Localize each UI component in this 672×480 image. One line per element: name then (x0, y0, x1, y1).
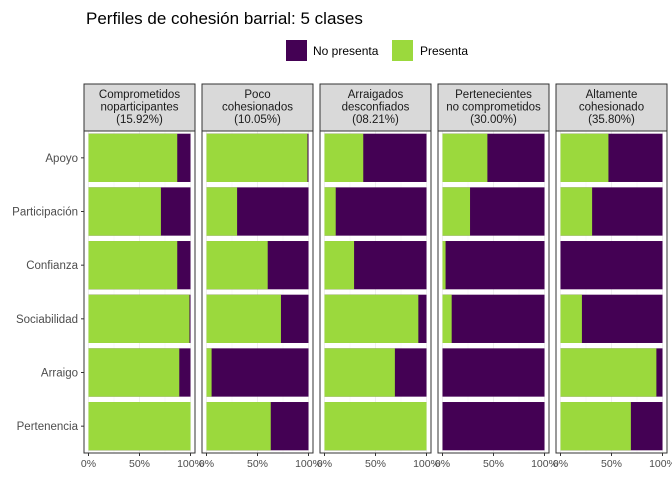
bar-presenta-confianza (206, 241, 268, 290)
legend-label-no-presenta: No presenta (313, 44, 379, 58)
y-tick-label-arraigo: Arraigo (41, 368, 78, 380)
bar-presenta-sociabilidad (560, 294, 582, 343)
bar-presenta-sociabilidad (442, 294, 452, 343)
bar-presenta-participacion (442, 187, 471, 236)
facet-strip-label: Pertenecientes (455, 89, 532, 101)
bar-no-presenta-sociabilidad (442, 294, 545, 343)
bar-presenta-confianza (442, 241, 446, 290)
bar-presenta-apoyo (88, 133, 178, 182)
facet-strip-label: (30.00%) (470, 114, 517, 126)
bar-presenta-participacion (560, 187, 593, 236)
y-tick-label-participacion: Participación (12, 207, 78, 219)
x-tick-label: 50% (365, 458, 386, 470)
facet-strip-label: Altamente (586, 89, 638, 101)
bar-presenta-apoyo (442, 133, 488, 182)
x-tick-label: 0% (435, 458, 450, 470)
y-tick-label-confianza: Confianza (26, 260, 78, 272)
bar-presenta-pertenencia (206, 402, 271, 451)
x-tick-label: 50% (483, 458, 504, 470)
x-tick-label: 100% (177, 458, 204, 470)
facet-strip-label: (15.92%) (116, 114, 163, 126)
x-tick-label: 0% (81, 458, 96, 470)
bar-no-presenta-arraigo (442, 348, 545, 397)
bar-no-presenta-participacion (324, 187, 427, 236)
facet-strip-label: no comprometidos (446, 102, 541, 114)
bar-presenta-apoyo (560, 133, 609, 182)
y-axis: Apoyo Participación Confianza Sociabilidad A… (12, 153, 84, 433)
facet-strip-label: Poco (244, 89, 270, 101)
bar-presenta-sociabilidad (324, 294, 419, 343)
x-tick-label: 100% (295, 458, 322, 470)
bar-presenta-sociabilidad (206, 294, 281, 343)
bar-no-presenta-confianza (442, 241, 545, 290)
chart-title: Perfiles de cohesión barrial: 5 clases (86, 9, 363, 28)
facet-strip-label: (35.80%) (588, 114, 635, 126)
bar-presenta-arraigo (206, 348, 212, 397)
facet-strip-label: noparticipantes (101, 102, 179, 114)
bar-presenta-pertenencia (324, 402, 427, 451)
bar-presenta-apoyo (206, 133, 308, 182)
facet-strip (319, 83, 432, 132)
y-tick-label-pertenencia: Pertenencia (17, 421, 79, 433)
bar-no-presenta-arraigo (206, 348, 309, 397)
x-tick-label: 0% (317, 458, 332, 470)
bar-presenta-confianza (88, 241, 178, 290)
x-tick-label: 100% (413, 458, 440, 470)
facet-strip-label: (08.21%) (352, 114, 399, 126)
bar-presenta-pertenencia (88, 402, 191, 451)
x-tick-label: 50% (601, 458, 622, 470)
bar-presenta-participacion (88, 187, 161, 236)
y-tick-label-sociabilidad: Sociabilidad (16, 314, 78, 326)
bar-presenta-confianza (324, 241, 355, 290)
legend-key-no-presenta (286, 40, 307, 61)
x-tick-label: 100% (649, 458, 672, 470)
facet-strip-label: Arraigados (348, 89, 404, 101)
bar-no-presenta-pertenencia (442, 402, 545, 451)
facet-strip-label: cohesionados (222, 102, 293, 114)
bar-presenta-participacion (206, 187, 238, 236)
facet-strip (437, 83, 550, 132)
bar-presenta-arraigo (88, 348, 180, 397)
bar-presenta-arraigo (560, 348, 657, 397)
legend-key-presenta (392, 40, 413, 61)
legend: No presenta Presenta (286, 40, 468, 61)
x-tick-label: 0% (199, 458, 214, 470)
facet-strip-label: desconfiados (342, 102, 410, 114)
bar-presenta-arraigo (324, 348, 395, 397)
facet-strip (201, 83, 314, 132)
bar-presenta-pertenencia (560, 402, 631, 451)
x-tick-label: 100% (531, 458, 558, 470)
bar-no-presenta-confianza (560, 241, 663, 290)
facet-strip (83, 83, 196, 132)
legend-label-presenta: Presenta (420, 44, 468, 58)
x-tick-label: 0% (553, 458, 568, 470)
x-tick-label: 50% (129, 458, 150, 470)
bar-presenta-sociabilidad (88, 294, 190, 343)
facet-strip-label: (10.05%) (234, 114, 281, 126)
x-tick-label: 50% (247, 458, 268, 470)
bar-presenta-apoyo (324, 133, 364, 182)
y-tick-label-apoyo: Apoyo (45, 153, 78, 165)
facet-strip-label: Comprometidos (99, 89, 180, 101)
bar-presenta-participacion (324, 187, 336, 236)
facet-strip-label: cohesionado (579, 102, 644, 114)
